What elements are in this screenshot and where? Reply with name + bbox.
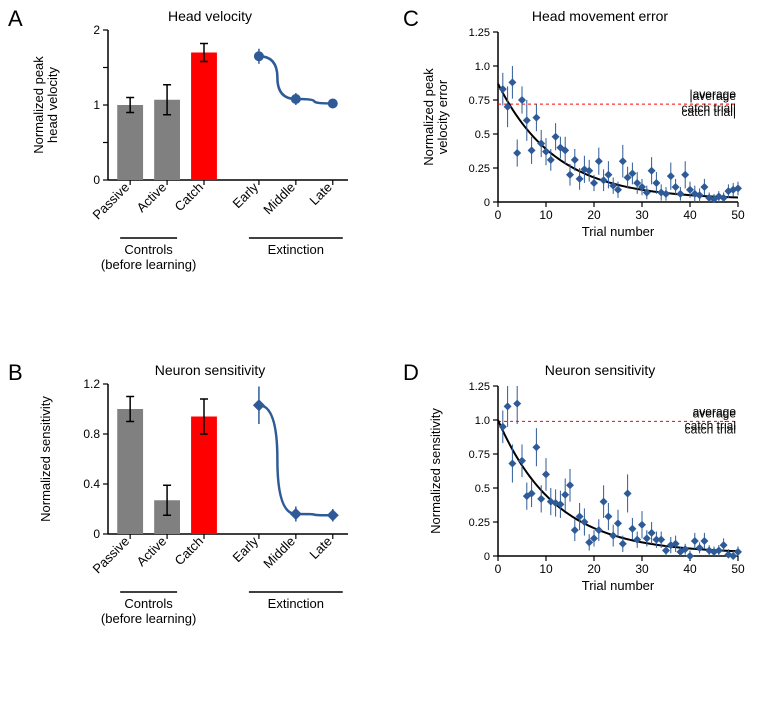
svg-text:1.0: 1.0 (475, 415, 490, 427)
svg-text:0: 0 (495, 208, 502, 222)
svg-text:0: 0 (93, 527, 100, 541)
svg-text:30: 30 (635, 562, 649, 576)
panel-label-B: B (8, 360, 23, 386)
panel-C-title: Head movement error (460, 8, 740, 24)
svg-text:(before learning): (before learning) (101, 257, 196, 272)
svg-text:average: average (693, 406, 737, 420)
svg-text:50: 50 (731, 208, 745, 222)
panel-D-chart: 0 0.25 0.5 0.75 1.0 1.25 0 10 20 30 40 50 Normalized… (420, 364, 760, 624)
svg-text:Early: Early (229, 179, 261, 211)
svg-text:Normalized sensitivity: Normalized sensitivity (38, 396, 53, 522)
svg-text:Extinction: Extinction (268, 596, 324, 611)
svg-text:0.5: 0.5 (475, 129, 490, 141)
svg-text:20: 20 (587, 208, 601, 222)
svg-text:0: 0 (484, 551, 490, 563)
svg-text:Trial number: Trial number (582, 224, 655, 239)
svg-text:1: 1 (93, 98, 100, 112)
svg-text:Extinction: Extinction (268, 242, 324, 257)
svg-text:catch trial|: catch trial| (682, 105, 736, 119)
svg-text:20: 20 (587, 562, 601, 576)
svg-text:0: 0 (484, 197, 490, 209)
panel-D-title: Neuron sensitivity (460, 362, 740, 378)
svg-text:0.75: 0.75 (469, 449, 490, 461)
panel-D: Neuron sensitivity 0 0.25 0.5 0.75 1.0 1.25 0 1… (420, 364, 760, 624)
svg-text:0.8: 0.8 (83, 427, 100, 441)
svg-text:|average: |average (690, 89, 737, 103)
svg-text:Catch: Catch (171, 180, 206, 215)
panel-B-chart: 00.40.81.2Normalized sensitivityPassiveA… (30, 364, 370, 684)
svg-text:0.25: 0.25 (469, 163, 490, 175)
svg-text:Catch: Catch (171, 534, 206, 569)
svg-text:Middle: Middle (260, 180, 298, 218)
svg-text:1.2: 1.2 (83, 377, 100, 391)
svg-text:0: 0 (93, 173, 100, 187)
svg-text:Late: Late (306, 180, 335, 209)
svg-text:Late: Late (306, 534, 335, 563)
svg-text:1.25: 1.25 (469, 381, 490, 393)
panel-B: Neuron sensitivity 0 0.4 0.8 1.2 Normalized … (30, 364, 370, 684)
svg-text:Controls: Controls (124, 596, 173, 611)
svg-text:velocity error: velocity error (435, 79, 450, 154)
svg-text:Controls: Controls (124, 242, 173, 257)
svg-text:Middle: Middle (260, 534, 298, 572)
panel-B-title: Neuron sensitivity (70, 362, 350, 378)
svg-text:0.25: 0.25 (469, 517, 490, 529)
svg-text:catch trial: catch trial (685, 422, 736, 436)
svg-text:1.25: 1.25 (469, 27, 490, 39)
svg-text:1.0: 1.0 (475, 61, 490, 73)
svg-text:(before learning): (before learning) (101, 611, 196, 626)
panel-label-A: A (8, 6, 23, 32)
svg-text:0.4: 0.4 (83, 477, 100, 491)
svg-text:30: 30 (635, 208, 649, 222)
svg-text:40: 40 (683, 208, 697, 222)
panel-A-chart: 012Normalized peakhead velocityPassiveAc… (30, 10, 370, 330)
svg-text:Normalized sensitivity: Normalized sensitivity (428, 408, 443, 534)
svg-text:0.5: 0.5 (475, 483, 490, 495)
svg-text:Active: Active (134, 180, 170, 216)
svg-text:Normalized peak: Normalized peak (421, 68, 436, 166)
svg-text:Normalized peak: Normalized peak (31, 56, 46, 154)
panel-label-D: D (403, 360, 419, 386)
svg-text:0.75: 0.75 (469, 95, 490, 107)
svg-text:2: 2 (93, 23, 100, 37)
svg-text:Trial number: Trial number (582, 578, 655, 593)
svg-text:40: 40 (683, 562, 697, 576)
svg-text:0: 0 (495, 562, 502, 576)
svg-text:10: 10 (539, 208, 553, 222)
panel-A-title: Head velocity (70, 8, 350, 24)
svg-text:head velocity: head velocity (45, 67, 60, 143)
svg-text:10: 10 (539, 562, 553, 576)
panel-C: Head movement error 00.250.50.751.01.250… (420, 10, 760, 270)
panel-A: Head velocity 0 1 2 Normalized peakhead vel… (30, 10, 370, 330)
panel-C-chart: 0 0.25 0.5 0.75 1.0 1.25 0 10 20 30 40 50 Normalized… (420, 10, 760, 270)
svg-text:Active: Active (134, 534, 170, 570)
svg-text:Early: Early (229, 533, 261, 565)
figure: A B C D Head velocity 0 1 2 Normalized peak… (0, 0, 771, 702)
panel-label-C: C (403, 6, 419, 32)
svg-text:50: 50 (731, 562, 745, 576)
